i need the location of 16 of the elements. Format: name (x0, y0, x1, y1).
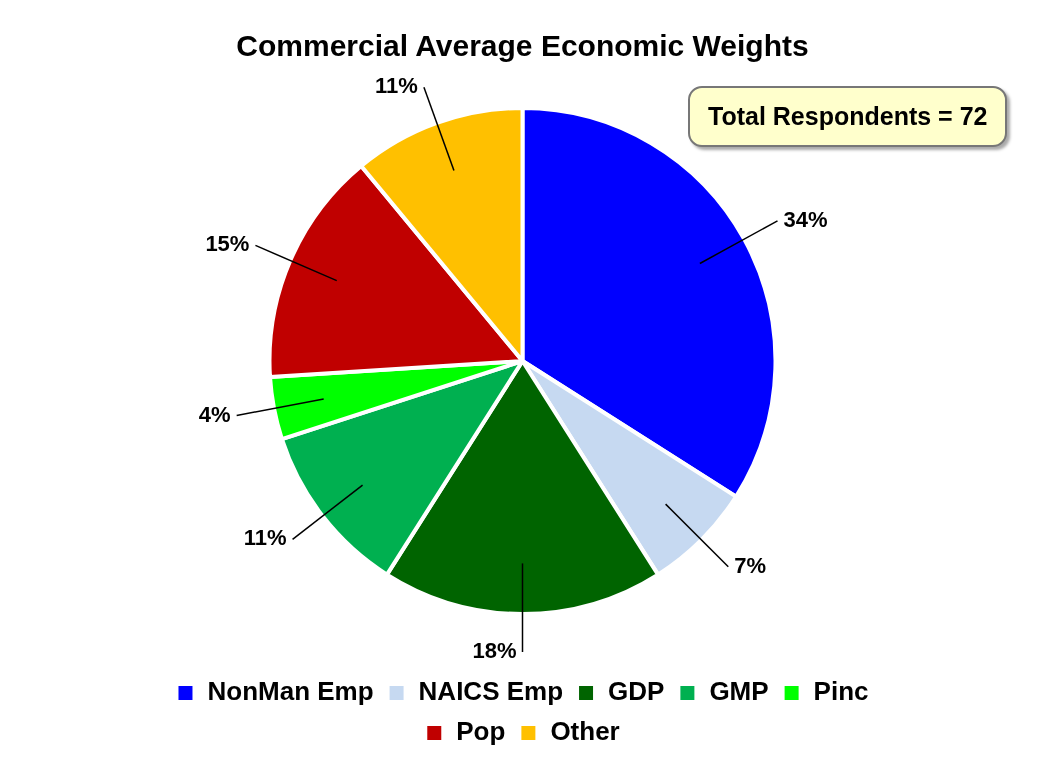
legend-label: NAICS Emp (418, 676, 564, 707)
data-label: 18% (472, 638, 517, 664)
legend-label: Pop (456, 716, 506, 747)
legend-label: Other (550, 716, 620, 747)
legend-label: Pinc (813, 676, 869, 707)
legend-label: GDP (608, 676, 665, 707)
text: Total Respondents = 72 (688, 86, 1008, 147)
legend-label: GMP (709, 676, 769, 707)
legend-label: NonMan Emp (207, 676, 374, 707)
data-label: 7% (734, 552, 767, 578)
chart-title: Commercial Average Economic Weights (236, 29, 809, 63)
data-label: 11% (375, 73, 418, 99)
data-label: 4% (198, 401, 231, 427)
data-label: 15% (205, 231, 250, 257)
data-label: 34% (783, 206, 828, 232)
data-label: 11% (243, 525, 287, 551)
